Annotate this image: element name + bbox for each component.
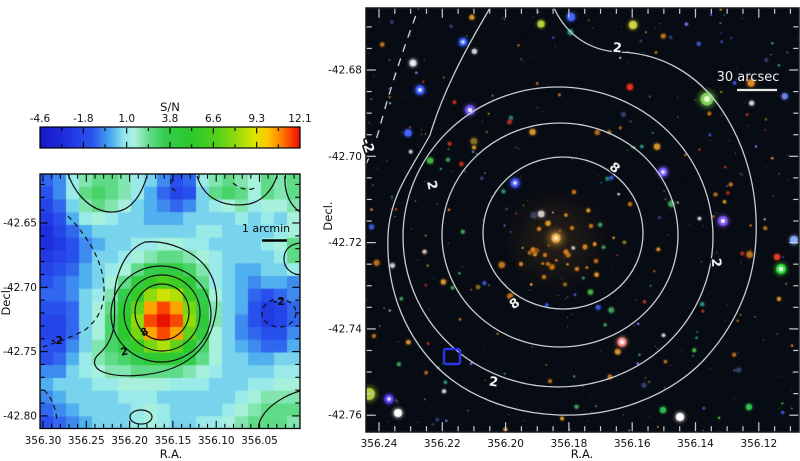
x-tick-label: 356.16 bbox=[614, 438, 651, 450]
colorbar-tick-label: 9.3 bbox=[248, 113, 265, 125]
left-xaxis-title: R.A. bbox=[160, 447, 183, 461]
y-tick-label: -42.75 bbox=[3, 346, 37, 358]
left-yaxis-title: Decl. bbox=[0, 286, 13, 315]
y-tick-label: -42.72 bbox=[328, 237, 362, 249]
x-tick-label: 356.10 bbox=[198, 435, 235, 447]
optical-sky-panel bbox=[366, 8, 799, 432]
colorbar-tick-label: 12.1 bbox=[288, 113, 311, 125]
sn-heatmap-panel bbox=[40, 174, 300, 429]
y-tick-label: -42.65 bbox=[3, 218, 37, 230]
x-tick-label: 356.20 bbox=[487, 438, 524, 450]
colorbar-tick-label: 6.6 bbox=[205, 113, 222, 125]
y-tick-label: -42.76 bbox=[328, 410, 362, 422]
x-tick-label: 356.12 bbox=[740, 438, 777, 450]
y-tick-label: -42.70 bbox=[328, 151, 362, 163]
y-tick-label: -42.80 bbox=[3, 410, 37, 422]
colorbar-tick-label: 1.0 bbox=[118, 113, 135, 125]
colorbar-title: S/N bbox=[160, 100, 180, 114]
x-tick-label: 356.18 bbox=[551, 438, 588, 450]
right-xaxis-title: R.A. bbox=[571, 447, 594, 461]
y-tick-label: -42.70 bbox=[3, 282, 37, 294]
colorbar-tick-label: 3.8 bbox=[162, 113, 179, 125]
right-yaxis-title: Decl. bbox=[321, 201, 335, 230]
x-tick-label: 356.15 bbox=[155, 435, 192, 447]
x-tick-label: 356.05 bbox=[241, 435, 278, 447]
x-tick-label: 356.20 bbox=[111, 435, 148, 447]
x-tick-label: 356.30 bbox=[25, 435, 62, 447]
colorbar-tick-label: -4.6 bbox=[30, 113, 51, 125]
colorbar-tick-label: -1.8 bbox=[73, 113, 94, 125]
x-tick-label: 356.25 bbox=[68, 435, 105, 447]
x-tick-label: 356.24 bbox=[361, 438, 398, 450]
x-tick-label: 356.14 bbox=[677, 438, 714, 450]
x-tick-label: 356.22 bbox=[424, 438, 461, 450]
sn-colorbar bbox=[40, 127, 300, 148]
y-tick-label: -42.68 bbox=[328, 65, 362, 77]
y-tick-label: -42.74 bbox=[328, 323, 362, 335]
